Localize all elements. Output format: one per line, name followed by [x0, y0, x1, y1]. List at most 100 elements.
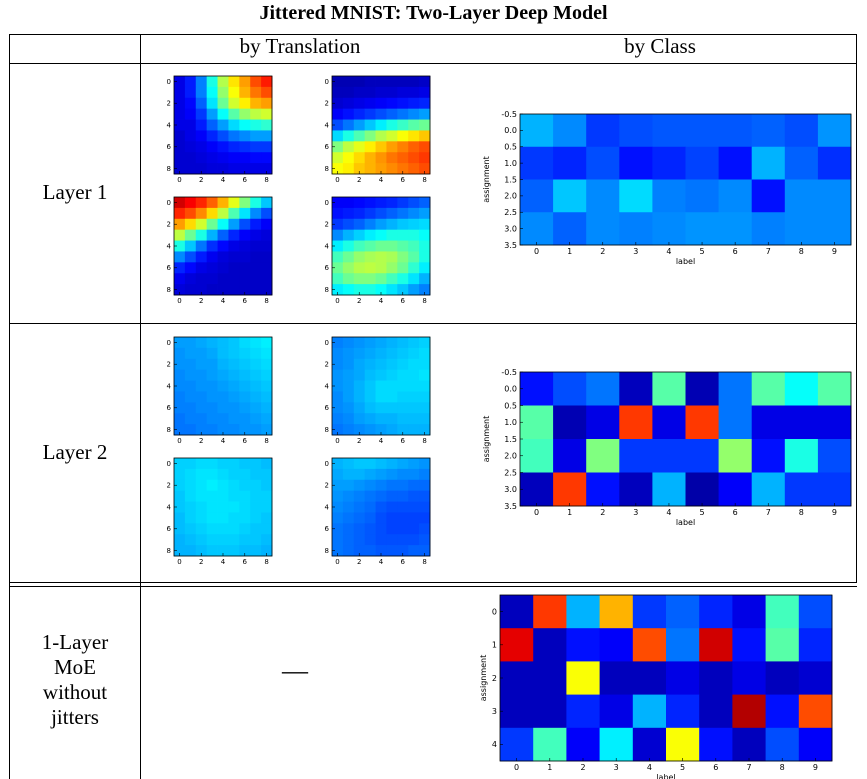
- heatmap-cell: [217, 490, 229, 502]
- heatmap-cell: [632, 694, 667, 729]
- heatmap-cell: [364, 337, 376, 349]
- y-tick-label: 3.0: [504, 224, 517, 233]
- heatmap-cell: [206, 86, 218, 99]
- heatmap-cell: [239, 141, 251, 153]
- heatmap-cell: [174, 413, 186, 425]
- heatmap-cell: [397, 523, 409, 535]
- heatmap-cell: [408, 369, 420, 381]
- heatmap-cell: [408, 284, 420, 296]
- heatmap-cell: [342, 479, 355, 492]
- heatmap-cell: [217, 284, 229, 296]
- heatmap-cell: [817, 372, 852, 406]
- heatmap-cell: [217, 380, 229, 392]
- heatmap-cell: [250, 337, 262, 349]
- heatmap-cell: [718, 114, 753, 148]
- heatmap-cell: [408, 229, 420, 241]
- heatmap-cell: [184, 207, 197, 220]
- y-tick-label: 4: [325, 242, 330, 250]
- heatmap-cell: [228, 207, 240, 220]
- heatmap-cell: [250, 141, 262, 153]
- heatmap-cell: [174, 534, 186, 546]
- heatmap-cell: [386, 273, 398, 285]
- y-tick-label: 2: [167, 482, 171, 490]
- heatmap-cell: [408, 163, 420, 175]
- heatmap-cell: [533, 628, 567, 662]
- heatmap-cell: [184, 76, 197, 88]
- row-label-line: jitters: [51, 705, 99, 729]
- heatmap-cell: [397, 369, 409, 381]
- heatmap-cell: [239, 347, 251, 360]
- heatmap-cell: [375, 337, 387, 349]
- y-tick-label: 1.5: [504, 175, 517, 184]
- heatmap-cell: [206, 130, 218, 142]
- heatmap-cell: [652, 439, 686, 473]
- heatmap-cell: [228, 512, 240, 524]
- heatmap-cell: [261, 391, 273, 403]
- heatmap-cell: [332, 458, 344, 470]
- heatmap-cell: [250, 207, 262, 220]
- heatmap-cell: [184, 424, 197, 436]
- y-tick-label: 0: [325, 78, 329, 86]
- heatmap-l2-class: 0 1 2 3 4 5 6 7 8 9 -0.5 0.0 0.5 1.0 1.5 2.0 2.5 3.0 3.5 la…: [482, 368, 852, 527]
- heatmap-cell: [174, 337, 186, 349]
- heatmap-cell: [195, 512, 208, 524]
- row-label-layer1: Layer 1: [10, 180, 140, 205]
- x-tick-label: 9: [832, 508, 837, 517]
- heatmap-cell: [217, 207, 229, 220]
- x-tick-label: 8: [422, 437, 426, 445]
- heatmap-cell: [184, 413, 197, 425]
- heatmap-cell: [174, 347, 186, 360]
- heatmap-cell: [250, 119, 262, 131]
- heatmap-cell: [250, 545, 262, 557]
- row-label-line: MoE: [54, 655, 96, 679]
- y-tick-label: 2: [167, 221, 171, 229]
- heatmap-cell: [332, 97, 344, 110]
- heatmap-cell: [533, 661, 567, 695]
- heatmap-cell: [353, 479, 366, 492]
- heatmap-cell: [586, 146, 620, 180]
- heatmap-cell: [699, 661, 733, 695]
- heatmap-cell: [798, 694, 833, 729]
- heatmap-cell: [332, 424, 344, 436]
- heatmap-cell: [397, 512, 409, 524]
- heatmap-cell: [332, 337, 344, 349]
- heatmap-cell: [419, 197, 431, 209]
- heatmap-cell: [375, 240, 387, 252]
- heatmap-cell: [397, 490, 409, 502]
- heatmap-cell: [250, 479, 262, 492]
- heatmap-cell: [206, 229, 218, 241]
- heatmap-cell: [666, 628, 700, 662]
- heatmap-cell: [239, 130, 251, 142]
- heatmap-cell: [353, 501, 366, 513]
- heatmap-cell: [386, 240, 398, 252]
- heatmap-cell: [342, 391, 355, 403]
- x-tick-label: 0: [177, 558, 181, 566]
- x-tick-label: 0: [335, 176, 339, 184]
- heatmap-cell: [184, 119, 197, 131]
- heatmap-cell: [206, 458, 218, 470]
- heatmap-cell: [553, 146, 587, 180]
- heatmap-cell: [386, 380, 398, 392]
- heatmap-cell: [174, 141, 186, 153]
- y-tick-label: 0: [325, 199, 329, 207]
- heatmap-cell: [250, 86, 262, 99]
- y-tick-label: 8: [325, 426, 329, 434]
- heatmap-cell: [375, 273, 387, 285]
- heatmap-cell: [397, 273, 409, 285]
- heatmap-cell: [174, 251, 186, 263]
- heatmap-cell: [332, 229, 344, 241]
- y-tick-label: 2.0: [504, 452, 517, 461]
- y-tick-label: 2: [167, 361, 171, 369]
- heatmap-cell: [364, 141, 376, 153]
- heatmap-cell: [332, 240, 344, 252]
- y-tick-label: 6: [167, 525, 172, 533]
- heatmap-cell: [408, 501, 420, 513]
- heatmap-cell: [397, 262, 409, 274]
- x-tick-label: 4: [379, 437, 384, 445]
- heatmap-cell: [386, 424, 398, 436]
- heatmap-cell: [408, 512, 420, 524]
- heatmap-cell: [239, 358, 251, 371]
- x-tick-label: 6: [401, 437, 406, 445]
- row-separator-2a: [9, 582, 857, 583]
